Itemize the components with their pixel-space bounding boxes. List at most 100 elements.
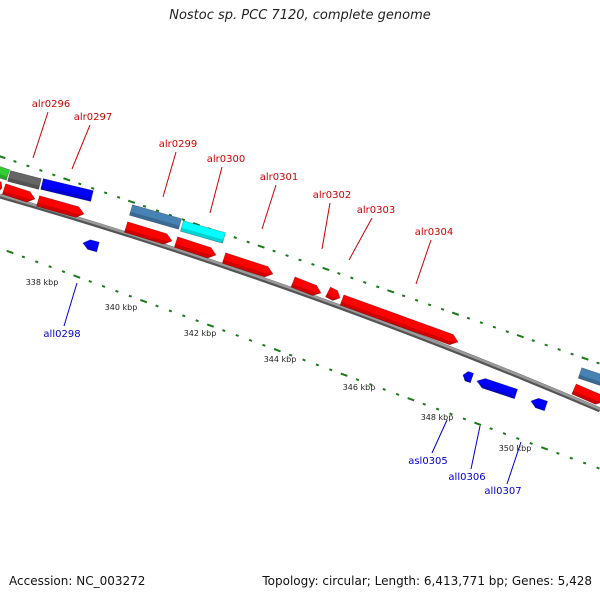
tick-mark <box>407 397 415 402</box>
tick-mark <box>52 173 56 177</box>
leader-line <box>209 166 223 214</box>
gene-label-asl0305: asl0305 <box>408 456 448 467</box>
gray-feature <box>7 170 42 190</box>
tick-mark <box>363 280 367 284</box>
tick-mark <box>387 289 395 294</box>
forward-cds <box>124 221 173 245</box>
tick-mark <box>435 407 440 411</box>
tick-mark <box>569 456 574 460</box>
forward-cds <box>325 286 341 301</box>
tick-mark <box>272 249 276 253</box>
tick-mark <box>101 284 106 288</box>
tick-mark <box>115 289 119 293</box>
tick-mark <box>181 314 186 318</box>
tick-mark <box>127 199 136 204</box>
tick-mark <box>26 164 30 168</box>
tick-mark <box>492 325 497 329</box>
tick-mark <box>529 441 533 445</box>
tick-mark <box>440 307 445 311</box>
scale-label: 342 kbp <box>184 329 217 338</box>
tick-mark <box>311 263 315 266</box>
tick-mark <box>369 383 373 387</box>
leader-line <box>348 217 373 261</box>
tick-mark <box>39 168 43 172</box>
leader-line <box>261 184 277 230</box>
tick-mark <box>596 361 600 365</box>
tick-mark <box>88 279 92 283</box>
tick-mark <box>168 309 173 313</box>
tick-mark <box>262 343 266 347</box>
green-feature <box>0 165 11 181</box>
tick-mark <box>531 339 535 343</box>
tick-mark <box>451 311 460 316</box>
leader-line <box>506 441 522 485</box>
gene-label-alr0303: alr0303 <box>357 205 395 216</box>
leader-line <box>71 124 91 170</box>
tick-mark <box>285 254 289 257</box>
tick-mark <box>479 321 484 325</box>
tick-mark <box>570 352 574 356</box>
genome-backbone <box>0 193 600 413</box>
tick-mark <box>375 285 380 289</box>
features <box>0 165 600 412</box>
tick-mark <box>582 461 587 465</box>
scale-label: 340 kbp <box>105 303 138 312</box>
tick-mark <box>427 303 432 307</box>
steelblue-feature <box>129 204 182 230</box>
tick-mark <box>90 186 95 190</box>
tick-mark <box>13 160 17 163</box>
tick-mark <box>462 417 467 421</box>
tick-mark <box>355 378 360 382</box>
tick-mark <box>142 204 147 208</box>
forward-cds <box>173 236 217 259</box>
tick-mark <box>61 270 66 274</box>
forward-cds <box>290 276 322 296</box>
genome-summary-text: Topology: circular; Length: 6,413,771 bp… <box>262 574 592 588</box>
scale-label: 346 kbp <box>343 383 376 392</box>
tick-mark <box>516 437 520 441</box>
gene-label-alr0302: alr0302 <box>313 190 351 201</box>
leader-line <box>32 111 49 159</box>
tick-mark <box>505 330 510 334</box>
cyan-feature <box>180 220 226 244</box>
reverse-cds <box>530 397 548 412</box>
gene-label-alr0304: alr0304 <box>415 227 453 238</box>
gene-label-alr0301: alr0301 <box>260 172 298 183</box>
outer-tick-row <box>0 154 600 365</box>
tick-mark <box>489 427 493 431</box>
blue-feature <box>40 178 94 202</box>
tick-mark <box>206 323 215 328</box>
forward-cds <box>221 252 274 278</box>
leader-line <box>321 202 331 250</box>
leader-line <box>63 282 78 327</box>
tick-mark <box>48 265 52 269</box>
tick-mark <box>502 432 507 436</box>
gene-label-alr0300: alr0300 <box>207 154 245 165</box>
reverse-cds <box>82 239 100 253</box>
tick-mark <box>257 244 265 249</box>
tick-mark <box>6 249 14 255</box>
tick-marks <box>0 154 600 470</box>
forward-cds <box>0 180 3 193</box>
tick-mark <box>449 412 453 416</box>
tick-mark <box>337 271 341 275</box>
tick-mark <box>298 258 302 262</box>
scale-labels: 338 kbp 340 kbp 342 kbp 344 kbp 346 kbp 348 k… <box>26 278 532 453</box>
tick-mark <box>556 451 560 455</box>
tick-mark <box>63 177 71 182</box>
gene-label-alr0299: alr0299 <box>159 139 197 150</box>
tick-mark <box>155 304 159 308</box>
scale-label: 350 kbp <box>499 444 532 453</box>
tick-mark <box>140 298 148 304</box>
tick-mark <box>116 195 121 199</box>
gene-label-all0298: all0298 <box>43 329 80 340</box>
tick-mark <box>246 240 250 244</box>
tick-mark <box>222 329 226 333</box>
gene-labels: alr0296 alr0297 alr0299 alr0300 alr0301 alr03… <box>32 99 522 497</box>
tick-mark <box>422 402 427 406</box>
forward-cds <box>36 195 85 218</box>
tick-mark <box>382 387 386 391</box>
tick-mark <box>0 154 6 160</box>
